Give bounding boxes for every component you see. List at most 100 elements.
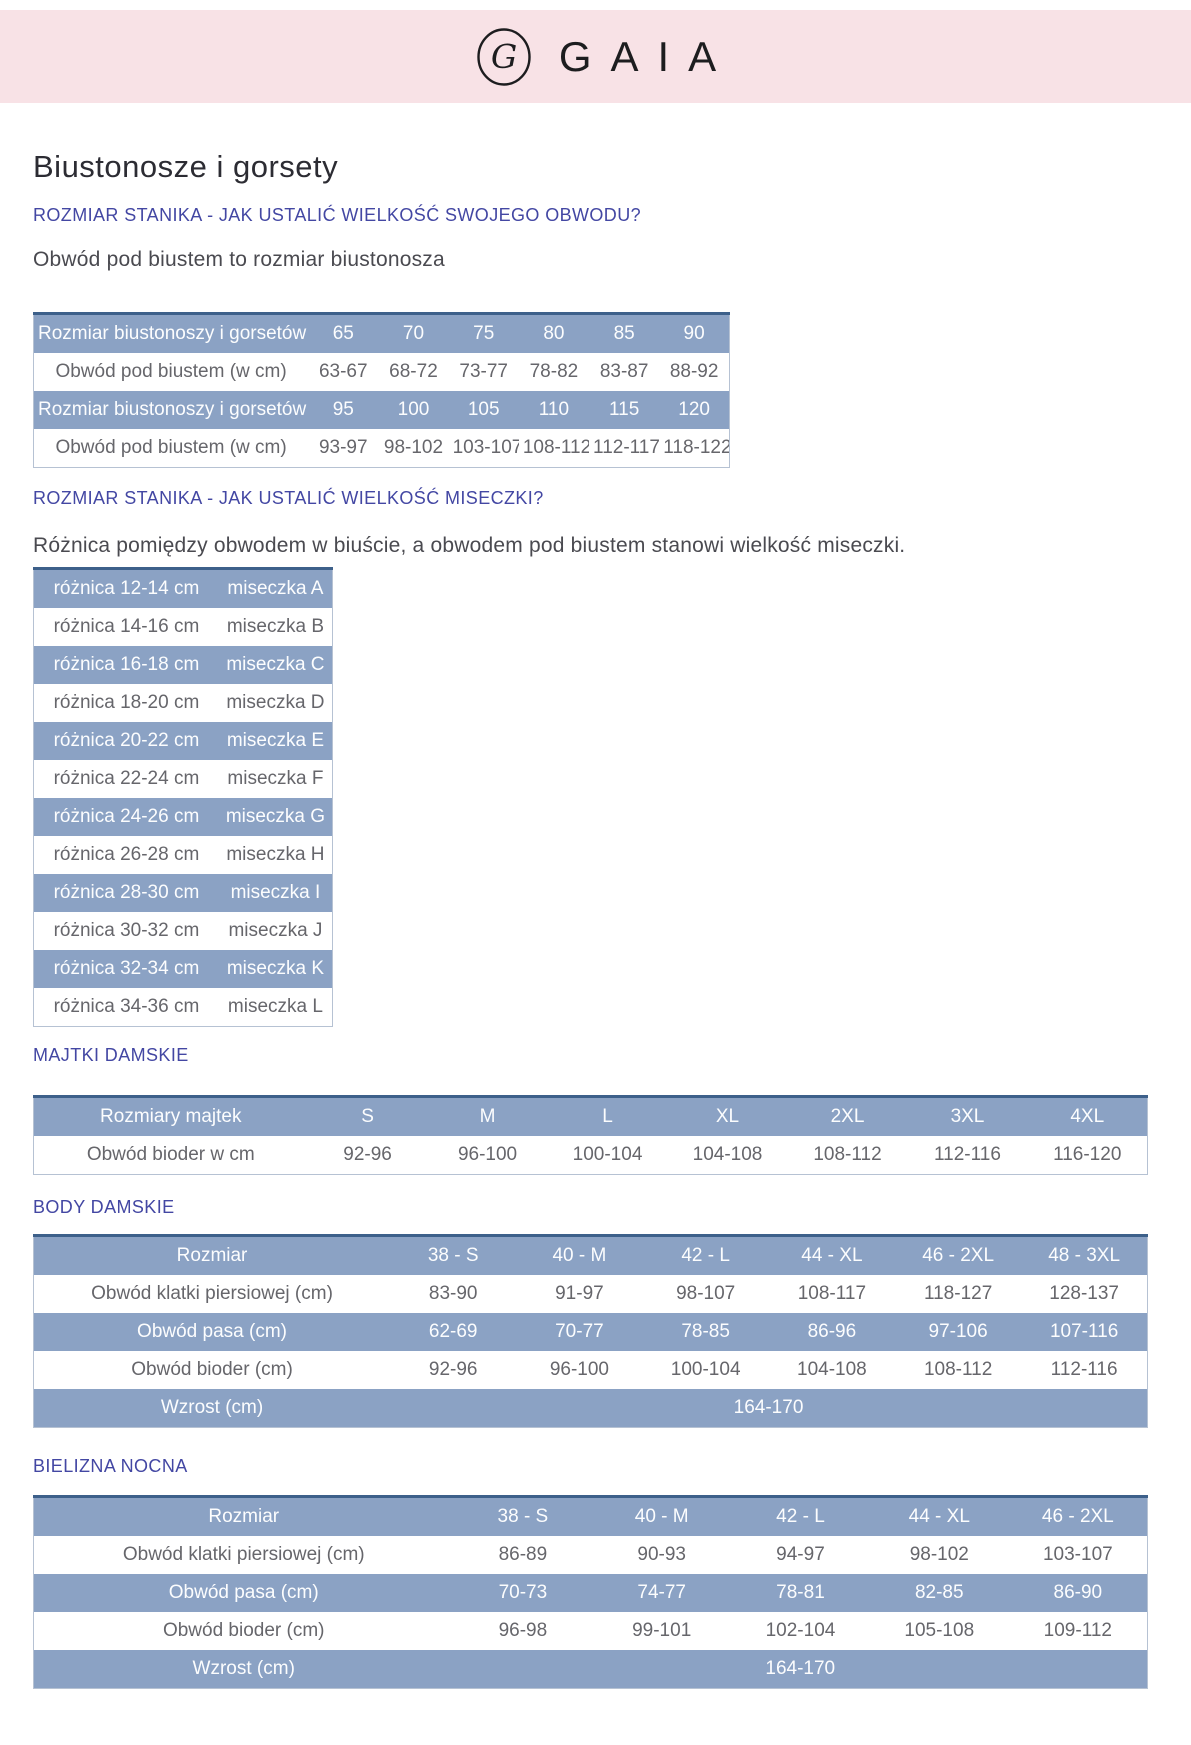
table-row: Obwód klatki piersiowej (cm) 86-89 90-93 94… (33, 1536, 1148, 1574)
table-cell: 40 - M (552, 1245, 607, 1266)
table-cell: 91-97 (555, 1283, 604, 1304)
table-cell: 99-101 (632, 1620, 692, 1641)
table-cell: 108-117 (797, 1283, 867, 1304)
cup-size-table: różnica 12-14 cm miseczka A różnica 14-16 … (33, 567, 333, 1027)
table-cell: 109-112 (1043, 1620, 1112, 1641)
table-cell: 92-96 (343, 1144, 392, 1165)
table-cell: 103-107 (1042, 1544, 1113, 1565)
table-row: różnica 12-14 cm miseczka A (33, 568, 333, 608)
table-cell: 100-104 (670, 1359, 741, 1380)
table-cell: 78-85 (681, 1321, 730, 1342)
table-cell: Obwód bioder (cm) (162, 1620, 325, 1641)
table-cell: 38 - S (497, 1506, 549, 1527)
table-cell: 94-97 (776, 1544, 825, 1565)
table-cell: Obwód pasa (cm) (137, 1321, 287, 1342)
table-cell: 62-69 (428, 1321, 478, 1342)
table-cell: 83-90 (428, 1283, 478, 1304)
table-row: Obwód pod biustem (w cm) 93-97 98-102 103-1… (33, 429, 730, 468)
table-cell: 104-108 (692, 1144, 763, 1165)
table-cell: 86-89 (498, 1544, 548, 1565)
section-heading-nightwear: BIELIZNA NOCNA (33, 1456, 188, 1476)
table-row: Rozmiar 38 - S 40 - M 42 - L 44 - XL 46 - 2XL (33, 1496, 1148, 1536)
table-cell: różnica 20-22 cm (53, 730, 200, 751)
nightwear-size-table: Rozmiar 38 - S 40 - M 42 - L 44 - XL 46 - 2XL… (33, 1495, 1148, 1689)
table-cell: 164-170 (733, 1397, 804, 1418)
table-cell: 73-77 (459, 361, 508, 382)
table-cell: 118-122 (663, 437, 730, 458)
table-cell: 107-116 (1049, 1321, 1119, 1342)
table-cell: 40 - M (634, 1506, 689, 1527)
table-cell: 120 (678, 399, 710, 420)
table-cell: 105 (467, 399, 500, 420)
table-cell: 100-104 (572, 1144, 643, 1165)
table-cell: miseczka H (226, 844, 325, 865)
table-cell: 98-107 (676, 1283, 736, 1304)
table-cell: miseczka G (225, 806, 326, 827)
table-cell: różnica 32-34 cm (53, 958, 200, 979)
table-cell: 110 (538, 399, 570, 420)
section-heading-bodysuits: BODY DAMSKIE (33, 1197, 175, 1217)
gaia-monogram-icon: G (477, 27, 531, 86)
table-cell: 44 - XL (908, 1506, 970, 1527)
table-cell: Rozmiar (208, 1506, 280, 1527)
table-row: Rozmiar 38 - S 40 - M 42 - L 44 - XL 46 - 2XL… (33, 1235, 1148, 1275)
table-row: różnica 20-22 cm miseczka E (33, 722, 333, 760)
section-intro-cup-size: Różnica pomiędzy obwodem w biuście, a ob… (33, 534, 906, 557)
svg-text:G: G (491, 37, 517, 76)
table-cell: 96-100 (457, 1144, 518, 1165)
table-row: Obwód bioder (cm) 96-98 99-101 102-104 105-1… (33, 1612, 1148, 1650)
table-cell: 80 (543, 323, 565, 344)
table-cell: 2XL (830, 1106, 865, 1127)
panties-size-table: Rozmiary majtek S M L XL 2XL 3XL 4XL Obwód biode… (33, 1095, 1148, 1175)
table-cell: 4XL (1070, 1106, 1105, 1127)
table-cell: 70-73 (498, 1582, 548, 1603)
table-cell: 65 (332, 323, 354, 344)
table-cell: 82-85 (914, 1582, 964, 1603)
table-row: Rozmiar biustonoszy i gorsetów 95 100 105 11… (33, 391, 730, 429)
table-cell: 46 - 2XL (1041, 1506, 1114, 1527)
table-cell: Wzrost (cm) (192, 1658, 295, 1679)
table-cell: miseczka F (227, 768, 324, 789)
table-cell: 105-108 (904, 1620, 975, 1641)
table-row: Obwód bioder (cm) 92-96 96-100 100-104 104-1… (33, 1351, 1148, 1389)
table-cell: Rozmiar biustonoszy i gorsetów (38, 323, 307, 344)
page-title: Biustonosze i gorsety (33, 149, 339, 184)
table-cell: 98-102 (383, 437, 444, 458)
table-cell: różnica 28-30 cm (53, 882, 200, 903)
table-cell: 92-96 (428, 1359, 478, 1380)
bra-band-size-table: Rozmiar biustonoszy i gorsetów 65 70 75 80 85… (33, 312, 730, 468)
table-cell: 103-107 (452, 437, 519, 458)
table-cell: 70-77 (555, 1321, 604, 1342)
table-cell: Rozmiar biustonoszy i gorsetów (38, 399, 307, 420)
table-cell: 112-116 (1050, 1359, 1118, 1380)
table-row: Wzrost (cm) 164-170 (33, 1650, 1148, 1689)
table-cell: 90 (683, 323, 705, 344)
table-cell: 112-117 (593, 437, 660, 458)
table-cell: Obwód pod biustem (w cm) (55, 437, 287, 458)
table-row: różnica 26-28 cm miseczka H (33, 836, 333, 874)
table-cell: różnica 12-14 cm (53, 578, 200, 599)
table-cell: 42 - L (776, 1506, 825, 1527)
table-cell: 78-82 (529, 361, 579, 382)
table-cell: 116-120 (1053, 1144, 1122, 1165)
table-row: Obwód bioder w cm 92-96 96-100 100-104 104-1… (33, 1136, 1148, 1175)
table-cell: XL (715, 1106, 740, 1127)
table-cell: 46 - 2XL (922, 1245, 995, 1266)
table-row: różnica 24-26 cm miseczka G (33, 798, 333, 836)
section-heading-cup-size: ROZMIAR STANIKA - JAK USTALIĆ WIELKOŚĆ M… (33, 488, 544, 508)
table-row: Obwód pasa (cm) 62-69 70-77 78-85 86-96 97-10… (33, 1313, 1148, 1351)
section-heading-band-size: ROZMIAR STANIKA - JAK USTALIĆ WIELKOŚĆ S… (33, 205, 642, 225)
table-cell: 75 (473, 323, 495, 344)
table-cell: 86-90 (1053, 1582, 1103, 1603)
table-cell: miseczka E (226, 730, 324, 751)
table-cell: miseczka D (226, 692, 325, 713)
table-row: Obwód klatki piersiowej (cm) 83-90 91-97 98… (33, 1275, 1148, 1313)
table-row: różnica 16-18 cm miseczka C (33, 646, 333, 684)
table-row: różnica 32-34 cm miseczka K (33, 950, 333, 988)
table-cell: Rozmiary majtek (100, 1106, 242, 1127)
table-cell: 70 (402, 323, 425, 344)
table-cell: 96-100 (549, 1359, 609, 1380)
table-cell: różnica 30-32 cm (53, 920, 200, 941)
section-heading-panties: MAJTKI DAMSKIE (33, 1045, 189, 1065)
brand-name: GAIA (558, 32, 736, 80)
